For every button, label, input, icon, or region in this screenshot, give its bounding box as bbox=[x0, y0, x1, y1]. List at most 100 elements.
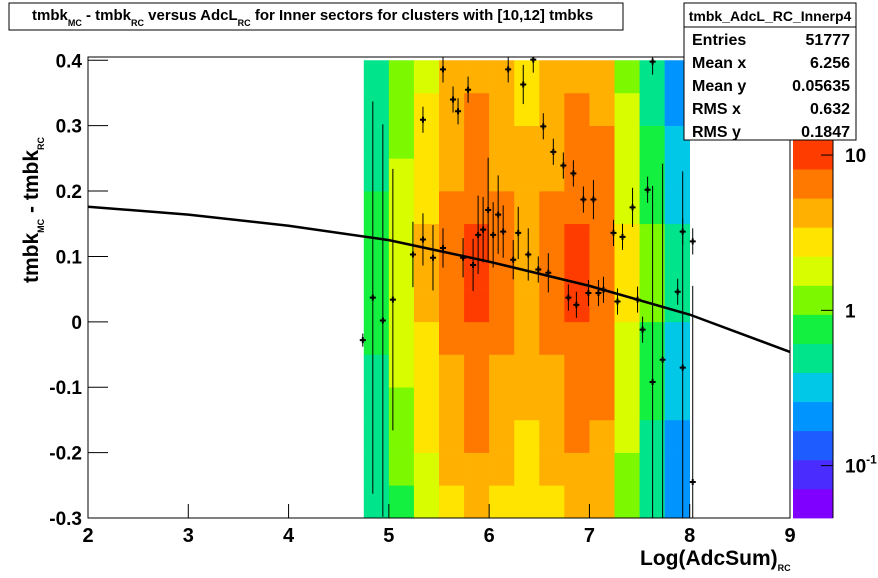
heat-cell bbox=[439, 125, 465, 159]
heat-cell bbox=[539, 387, 565, 421]
heat-cell bbox=[589, 256, 615, 290]
profile-point bbox=[550, 148, 557, 155]
heat-cell bbox=[464, 354, 490, 388]
profile-point bbox=[585, 290, 592, 297]
heat-cell bbox=[564, 158, 590, 192]
heat-cell bbox=[614, 452, 640, 486]
heat-cell bbox=[589, 289, 615, 323]
heat-cell bbox=[614, 223, 640, 257]
profile-point bbox=[540, 123, 547, 130]
profile-point bbox=[530, 56, 537, 63]
heat-cell bbox=[664, 419, 691, 453]
profile-point bbox=[634, 296, 641, 303]
heat-cell bbox=[489, 60, 515, 94]
heat-cell bbox=[589, 452, 615, 486]
heat-cell bbox=[388, 92, 415, 126]
text-part: - tmbk bbox=[20, 150, 43, 219]
heat-cell bbox=[564, 354, 590, 388]
heat-cell bbox=[363, 92, 390, 126]
heat-cell bbox=[363, 125, 390, 159]
heat-cell bbox=[539, 158, 565, 192]
heat-cell bbox=[439, 452, 465, 486]
heat-cell bbox=[439, 191, 465, 225]
y-tick-label: -0.1 bbox=[49, 378, 82, 399]
stats-value: 0.05635 bbox=[792, 78, 850, 95]
x-tick-label: 2 bbox=[82, 525, 93, 547]
y-axis-label: tmbkMC - tmbkRC bbox=[20, 136, 46, 283]
heat-cell bbox=[564, 60, 590, 94]
z-tick-text: 1 bbox=[845, 301, 856, 322]
profile-point bbox=[369, 294, 376, 301]
z-tick-exponent: -1 bbox=[866, 453, 877, 467]
profile-point bbox=[495, 211, 502, 218]
heat-cell bbox=[363, 321, 390, 355]
heat-cell bbox=[413, 223, 440, 257]
profile-point bbox=[460, 254, 467, 261]
stats-label: Mean y bbox=[692, 78, 746, 95]
heat-cell bbox=[363, 256, 390, 290]
heat-cell bbox=[664, 485, 691, 519]
z-tick-text: 10 bbox=[845, 146, 866, 167]
heat-cell bbox=[514, 321, 540, 355]
heat-cell bbox=[413, 256, 440, 290]
y-tick-label: 0 bbox=[71, 313, 82, 334]
stats-label: Mean x bbox=[692, 55, 746, 72]
heat-cell bbox=[664, 191, 691, 225]
heat-cell bbox=[614, 60, 640, 94]
profile-point bbox=[389, 296, 396, 303]
heat-cell bbox=[464, 485, 490, 519]
profile-point bbox=[545, 269, 552, 276]
heat-cell bbox=[363, 60, 390, 94]
stats-label: RMS y bbox=[692, 124, 741, 141]
text-part: tmbk bbox=[32, 7, 68, 24]
heat-cell bbox=[388, 125, 415, 159]
profile-point bbox=[570, 170, 577, 177]
profile-point bbox=[465, 86, 472, 93]
profile-point bbox=[485, 207, 492, 214]
x-tick-label: 5 bbox=[383, 525, 394, 547]
heat-cell bbox=[614, 485, 640, 519]
x-tick-label: 8 bbox=[684, 525, 695, 547]
heat-cell bbox=[464, 289, 490, 323]
stats-label: RMS x bbox=[692, 101, 741, 118]
profile-point bbox=[505, 66, 512, 73]
heat-cell bbox=[363, 158, 390, 192]
heat-cell bbox=[614, 354, 640, 388]
subscript: RC bbox=[238, 18, 251, 28]
profile-point bbox=[674, 288, 681, 295]
heat-cell bbox=[388, 60, 415, 94]
y-tick-label: -0.2 bbox=[49, 444, 82, 465]
profile-point bbox=[619, 233, 626, 240]
heat-cell bbox=[439, 485, 465, 519]
heat-cell bbox=[539, 321, 565, 355]
text-part: Log(AdcSum) bbox=[640, 547, 778, 570]
heat-cell bbox=[489, 387, 515, 421]
heat-cell bbox=[363, 419, 390, 453]
heat-cell bbox=[664, 321, 691, 355]
palette-step bbox=[793, 227, 833, 257]
text-part: tmbk bbox=[20, 233, 43, 283]
subscript: RC bbox=[778, 563, 791, 573]
profile-point bbox=[595, 290, 602, 297]
heat-cell bbox=[564, 452, 590, 486]
profile-point bbox=[470, 261, 477, 268]
text-part: versus AdcL bbox=[144, 7, 238, 24]
heat-cell bbox=[439, 419, 465, 453]
profile-point bbox=[359, 337, 366, 344]
heat-cell bbox=[363, 289, 390, 323]
heat-cell bbox=[413, 191, 440, 225]
heat-cell bbox=[413, 92, 440, 126]
heat-cell bbox=[614, 321, 640, 355]
profile-point bbox=[580, 196, 587, 203]
heat-cell bbox=[413, 321, 440, 355]
subscript: MC bbox=[36, 218, 46, 232]
heat-cell bbox=[589, 387, 615, 421]
palette-step bbox=[793, 488, 833, 519]
heat-cell bbox=[514, 419, 540, 453]
heat-cell bbox=[413, 419, 440, 453]
heat-cell bbox=[589, 60, 615, 94]
heat-cell bbox=[413, 354, 440, 388]
x-tick-label: 6 bbox=[484, 525, 495, 547]
heat-cell bbox=[614, 256, 640, 290]
profile-point bbox=[679, 364, 686, 371]
